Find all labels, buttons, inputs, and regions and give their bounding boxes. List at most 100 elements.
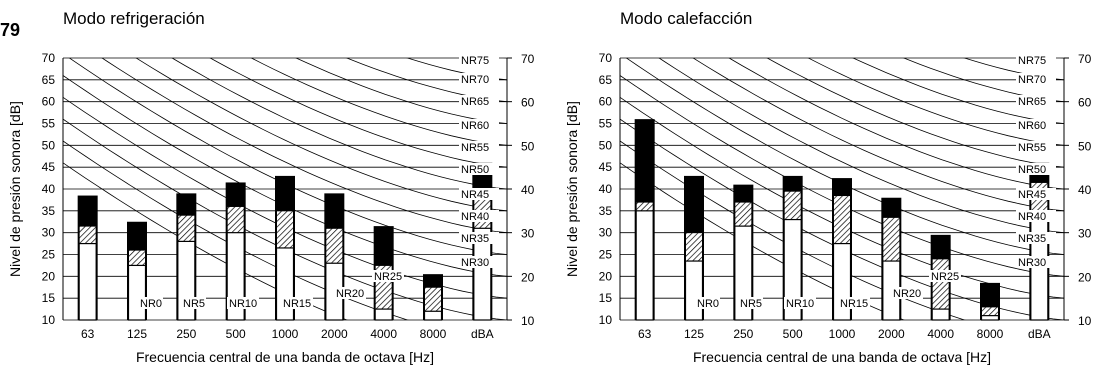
nr-label-bg — [695, 297, 720, 309]
nr-curve — [345, 58, 507, 103]
right-y-tick-label: 50 — [1078, 139, 1092, 153]
nr-label: NR20 — [893, 288, 921, 300]
nr-label-bg — [1016, 95, 1056, 107]
nr-label: NR60 — [1018, 120, 1046, 132]
right-y-tick-label: 10 — [1078, 314, 1092, 328]
nr-label: NR65 — [1018, 96, 1046, 108]
nr-curve — [852, 58, 1064, 124]
nr-label-bg — [1016, 141, 1056, 153]
nr-label: NR55 — [1018, 142, 1046, 154]
nr-label: NR0 — [697, 298, 719, 310]
bar-white — [931, 308, 950, 321]
nr-curve — [807, 58, 1064, 146]
nr-label: NR5 — [740, 298, 762, 310]
x-tick-label: 8000 — [977, 327, 1004, 341]
nr-label: NR35 — [461, 233, 489, 245]
bar-white — [374, 308, 393, 321]
nr-label: NR0 — [140, 298, 162, 310]
nr-label-bg — [1016, 73, 1056, 85]
bar-white — [423, 310, 443, 321]
nr-label-bg — [459, 232, 499, 244]
nr-label: NR25 — [931, 271, 959, 283]
nr-label: NR75 — [461, 55, 489, 67]
nr-label: NR25 — [374, 271, 402, 283]
chart-heating-mode: Modo calefacción 63 125 250 500 1000 2000 4000 8… — [564, 9, 1092, 365]
right-y-tick-label: 50 — [521, 139, 535, 153]
y-tick-label: 25 — [599, 248, 613, 262]
nr-curve — [209, 58, 507, 168]
nr-label: NR5 — [183, 298, 205, 310]
y-tick-label: 55 — [42, 117, 56, 131]
nr-label-bg — [459, 73, 499, 85]
nr-label-bg — [1016, 54, 1056, 66]
nr-label: NR50 — [461, 164, 489, 176]
figure-number-label: 79 — [0, 20, 21, 40]
nr-label: NR40 — [1018, 211, 1046, 223]
y-tick-label: 45 — [599, 160, 613, 174]
nr-label-bg — [459, 95, 499, 107]
y-tick-label: 65 — [42, 73, 56, 87]
nr-label-bg — [1016, 210, 1056, 222]
y-tick-label: 45 — [42, 160, 56, 174]
y-tick-label: 70 — [599, 51, 613, 65]
right-y-tick-label: 30 — [521, 227, 535, 241]
y-tick-label: 65 — [599, 73, 613, 87]
x-axis-label: Frecuencia central de una banda de octav… — [136, 349, 434, 365]
right-y-tick-label: 70 — [1078, 52, 1092, 66]
nr-label: NR30 — [461, 257, 489, 269]
nr-label: NR70 — [461, 74, 489, 86]
nr-label-bg — [1016, 232, 1056, 244]
x-tick-label: 63 — [81, 327, 95, 341]
nr-curve — [406, 58, 507, 81]
chart-cooling-mode: Modo refrigeración 63 125 250 500 1000 2000 400… — [7, 9, 535, 365]
nr-label-bg — [459, 119, 499, 131]
y-tick-label: 70 — [42, 51, 56, 65]
nr-curve — [171, 58, 507, 190]
y-axis-label: Nivel de presión sonora [dB] — [7, 101, 23, 277]
nr-label-bg — [459, 210, 499, 222]
bar-white — [473, 227, 492, 321]
nr-label-bg — [459, 256, 499, 268]
x-tick-label: 1000 — [829, 327, 856, 341]
bar-white — [783, 218, 802, 321]
y-tick-label: 15 — [599, 291, 613, 305]
nr-curve — [250, 58, 507, 146]
bar-white — [734, 225, 753, 321]
x-tick-label: 125 — [127, 327, 147, 341]
nr-curve — [766, 58, 1064, 168]
x-tick-label: 63 — [638, 327, 652, 341]
y-tick-label: 35 — [599, 204, 613, 218]
nr-label-bg — [891, 287, 923, 299]
x-tick-label: 500 — [783, 327, 803, 341]
nr-label-bg — [227, 297, 259, 309]
right-y-tick-label: 60 — [521, 96, 535, 110]
nr-label-bg — [181, 297, 206, 309]
nr-label: NR55 — [461, 142, 489, 154]
nr-label-bg — [459, 188, 499, 200]
x-tick-label: 125 — [684, 327, 704, 341]
nr-label-bg — [738, 297, 763, 309]
right-y-tick-label: 10 — [521, 314, 535, 328]
nr-curve — [101, 58, 507, 234]
nr-label-bg — [372, 270, 404, 282]
nr-label-bg — [1016, 256, 1056, 268]
bar-white — [127, 264, 147, 321]
x-tick-label: 4000 — [927, 327, 954, 341]
nr-label: NR15 — [840, 298, 868, 310]
y-tick-label: 20 — [599, 269, 613, 283]
nr-label: NR65 — [461, 96, 489, 108]
nr-label-bg — [1016, 188, 1056, 200]
nr-label-bg — [929, 270, 961, 282]
x-tick-label: dBA — [471, 327, 494, 341]
nr-curve — [902, 58, 1064, 103]
nr-label-bg — [459, 54, 499, 66]
chart-title: Modo refrigeración — [63, 9, 205, 28]
nr-label: NR70 — [1018, 74, 1046, 86]
nr-label: NR50 — [1018, 164, 1046, 176]
nr-label: NR45 — [461, 189, 489, 201]
y-tick-label: 30 — [599, 226, 613, 240]
y-tick-label: 20 — [42, 269, 56, 283]
nr-label-bg — [459, 141, 499, 153]
nr-label: NR10 — [229, 298, 257, 310]
nr-label: NR20 — [336, 288, 364, 300]
